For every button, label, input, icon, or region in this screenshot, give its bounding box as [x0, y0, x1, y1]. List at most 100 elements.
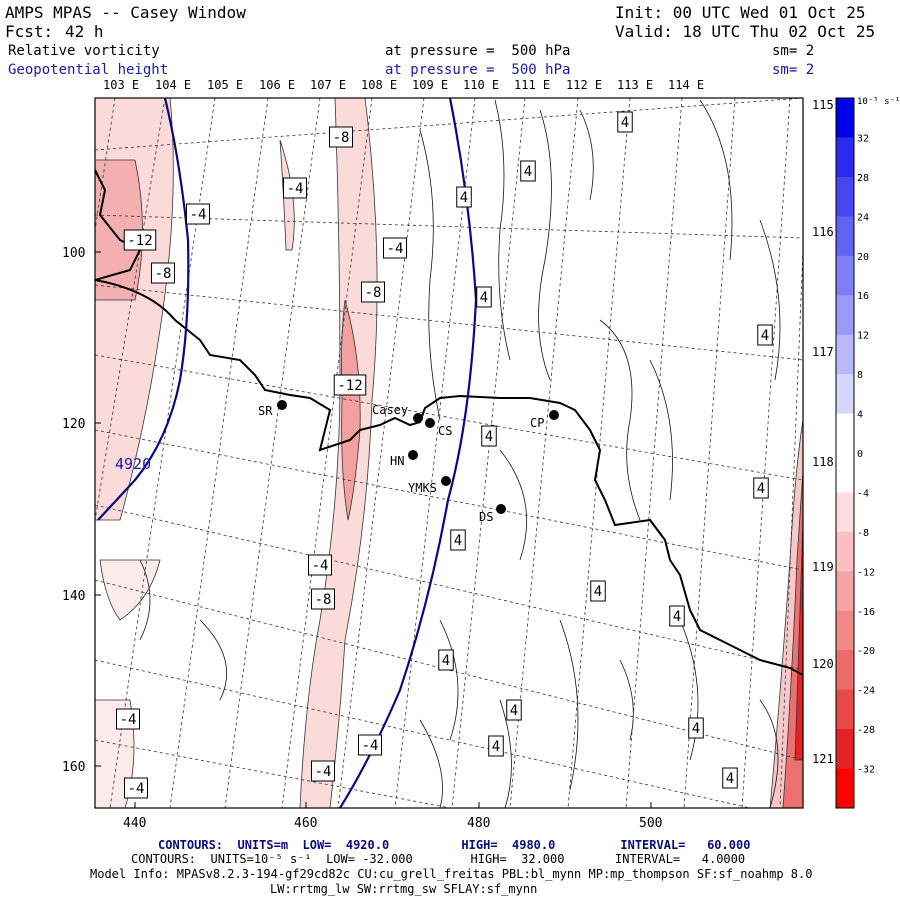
contour-label: -8 — [333, 130, 350, 146]
x-tick-label: 460 — [294, 816, 317, 831]
vorticity-shade — [99, 559, 161, 621]
contour-label-box — [361, 281, 385, 303]
contour-label: 4 — [692, 721, 700, 737]
station-marker — [413, 413, 423, 423]
valid-time: Valid: 18 UTC Thu 02 Oct 25 — [615, 22, 876, 41]
colorbar-label: 24 — [857, 212, 869, 223]
colorbar-swatch — [836, 729, 854, 770]
coastline — [95, 169, 803, 676]
contour-label-box — [476, 286, 492, 308]
contour-label-box — [333, 374, 367, 396]
contour-label-box — [283, 177, 307, 199]
contour-label-box — [669, 605, 685, 627]
field2-name: Geopotential height — [8, 62, 169, 78]
colorbar-label: 0 — [857, 449, 863, 460]
contour-label: -8 — [315, 592, 332, 608]
field1-smoothing: sm= 2 — [772, 43, 815, 59]
contour-label: -12 — [337, 378, 362, 394]
top-longitude-labels: 103 E 104 E 105 E 106 E 107 E 108 E 109 E 110 E… — [103, 78, 704, 92]
contour-label: 4 — [492, 739, 500, 755]
contour-label: -4 — [312, 558, 329, 574]
contour-label-box — [590, 580, 606, 602]
colorbar-swatch — [836, 492, 854, 533]
colorbar-swatch — [836, 650, 854, 691]
y-tick-label: 160 — [62, 760, 85, 775]
station-marker — [549, 410, 559, 420]
footer-model-info: Model Info: MPASv8.2.3-194-gf29cd82c CU:… — [90, 867, 813, 881]
colorbar-label: 32 — [857, 133, 869, 144]
colorbar-swatch — [836, 176, 854, 217]
contour-label: 4 — [524, 164, 532, 180]
contour-label-box — [311, 588, 335, 610]
contour-label-box — [688, 717, 704, 739]
contour-label: 4 — [594, 584, 602, 600]
contour-label: -4 — [362, 738, 379, 754]
colorbar-label: -4 — [857, 488, 869, 499]
longitude-label: 104 E — [155, 78, 191, 92]
colorbar — [835, 97, 855, 809]
longitude-label: 107 E — [310, 78, 346, 92]
height-contour-4920 — [97, 98, 190, 521]
forecast-label: Fcst: — [5, 22, 54, 41]
colorbar-label: 12 — [857, 331, 869, 342]
contour-label-box — [481, 425, 497, 447]
contour-label-box — [308, 554, 332, 576]
contour-label-group: -8 -4 -4 -12 -8 -4 -8 -12 4 4 4 4 4 4 4 4 -4 -8 4 4 4 4 4 4 -4 -4… — [116, 111, 773, 799]
contour-label-box — [757, 324, 773, 346]
contour-label-box — [456, 186, 472, 208]
station-label: CP — [530, 416, 544, 430]
station-group: SR Casey CS CP HN YMKS DS — [258, 400, 559, 524]
contour-label: -4 — [190, 207, 207, 223]
contour-label: 4 — [480, 290, 488, 306]
contour-label: 4 — [510, 703, 518, 719]
colorbar-label: -20 — [857, 646, 875, 657]
longitude-label: 109 E — [412, 78, 448, 92]
colorbar-swatch — [836, 295, 854, 336]
colorbar-swatch — [836, 689, 854, 730]
contour-label-box — [520, 160, 536, 182]
colorbar-label: 8 — [857, 370, 863, 381]
colorbar-label: 28 — [857, 173, 869, 184]
contour-label-box — [358, 734, 382, 756]
contour-label: -4 — [315, 764, 332, 780]
contour-label-box — [438, 649, 454, 671]
colorbar-label: -24 — [857, 686, 875, 697]
field2-level: at pressure = 500 hPa — [385, 62, 571, 78]
contour-label: -8 — [155, 266, 172, 282]
y-tick-labels: 100 120 140 160 — [62, 246, 85, 775]
contour-label: 4 — [621, 115, 629, 131]
contour-label: 4 — [726, 771, 734, 787]
contour-label-box — [329, 126, 353, 148]
longitude-label: 112 E — [566, 78, 602, 92]
contour-label: 4 — [673, 609, 681, 625]
vorticity-shade — [299, 98, 378, 808]
colorbar-swatch — [836, 374, 854, 415]
plot-frame — [94, 97, 804, 809]
station-label: CS — [438, 424, 452, 438]
station-marker — [408, 450, 418, 460]
colorbar-label: 20 — [857, 252, 869, 263]
colorbar-label: -16 — [857, 607, 875, 618]
x-tick-labels: 440 460 480 500 — [123, 816, 662, 831]
x-tick-label: 500 — [639, 816, 662, 831]
contour-label-box — [186, 203, 210, 225]
field1-name: Relative vorticity — [8, 43, 160, 59]
contour-label: -4 — [120, 712, 137, 728]
colorbar-label: -12 — [857, 567, 875, 578]
colorbar-label: -8 — [857, 528, 869, 539]
y-tick-label: 140 — [62, 589, 85, 604]
field1-level: at pressure = 500 hPa — [385, 43, 571, 59]
contour-label-box — [311, 760, 335, 782]
station-marker — [425, 418, 435, 428]
longitude-label: 103 E — [103, 78, 139, 92]
colorbar-swatch — [836, 255, 854, 296]
contour-label-box — [617, 111, 633, 133]
station-label: YMKS — [408, 481, 437, 495]
station-marker — [277, 400, 287, 410]
height-contour-label: 4920 — [115, 455, 151, 473]
contour-label: -8 — [365, 285, 382, 301]
colorbar-label: 4 — [857, 410, 863, 421]
colorbar-label: -32 — [857, 765, 875, 776]
colorbar-labels: 32 28 24 20 16 12 8 4 0 -4 -8 -12 -16 -20 -24 -28 -32 — [857, 133, 875, 775]
contour-label-box — [151, 262, 175, 284]
